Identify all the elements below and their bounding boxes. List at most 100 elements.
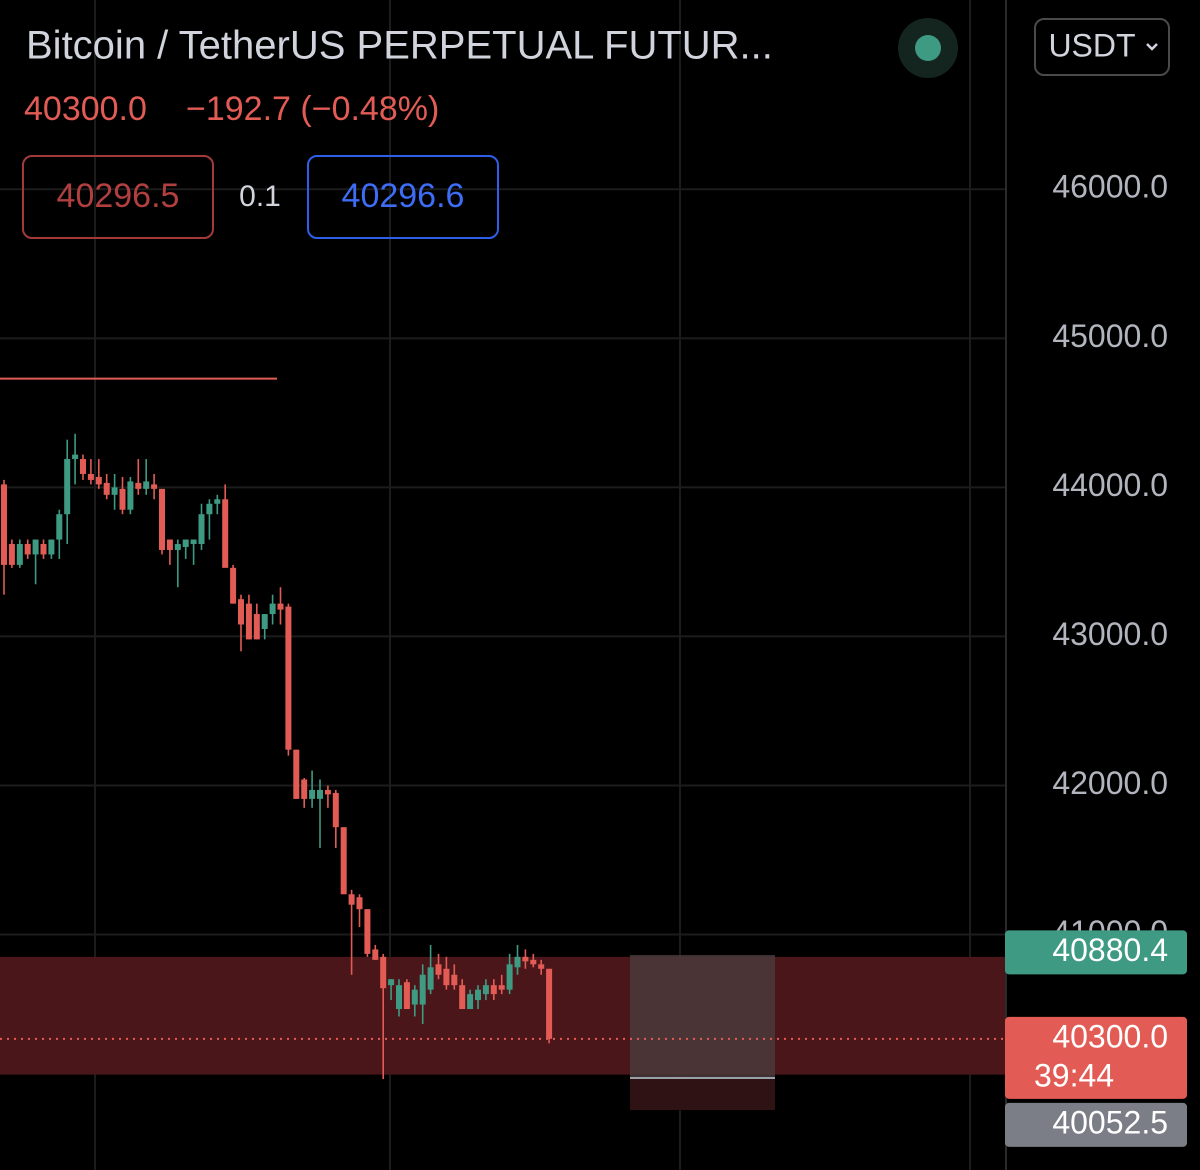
buy-button[interactable]: 40296.6 (307, 155, 499, 239)
candle-body (40, 544, 47, 555)
candle-body (198, 514, 205, 545)
candle-body (356, 897, 363, 910)
candle-body (285, 606, 292, 750)
candle-body (546, 968, 553, 1039)
candle-body (309, 789, 316, 799)
candle-body (396, 985, 402, 1010)
price-label-box (1005, 1016, 1187, 1099)
candle-body (301, 779, 308, 799)
candle-body (340, 827, 347, 895)
candle-body (159, 488, 165, 550)
symbol-title: Bitcoin / TetherUS PERPETUAL FUTUR... (26, 24, 773, 68)
candle-body (127, 481, 134, 510)
candle-body (435, 964, 442, 975)
candle-body (87, 473, 94, 480)
candle-body (514, 956, 521, 968)
candle-body (261, 614, 268, 629)
candle-body (119, 488, 126, 510)
candle-body (388, 979, 395, 986)
candle-body (222, 499, 229, 568)
price-change: −192.7 (−0.48%) (186, 90, 439, 128)
candle-body (1, 484, 7, 565)
candle-body (174, 544, 181, 550)
candle-body (80, 459, 86, 474)
price-label-box (1005, 1102, 1187, 1147)
candle-body (16, 544, 23, 565)
price-label-box (1005, 930, 1187, 975)
price-label: 40300.0 (1052, 1018, 1168, 1054)
sell-button[interactable]: 40296.5 (22, 155, 214, 239)
ask-price[interactable]: 40296.6 (342, 177, 465, 215)
candle-body (214, 499, 221, 504)
position-tool (630, 955, 775, 1110)
candle-body (522, 956, 529, 962)
candle-body (530, 959, 537, 965)
y-tick-label: 46000.0 (1052, 169, 1168, 205)
candle-body (427, 967, 434, 990)
candle-body (348, 894, 355, 905)
candle-body (182, 539, 189, 547)
candle-body (230, 567, 237, 604)
candle-body (467, 994, 474, 1010)
candle-body (538, 964, 545, 969)
candle-body (8, 544, 15, 565)
y-tick-label: 44000.0 (1052, 467, 1168, 503)
currency-select[interactable]: USDT (1034, 18, 1170, 76)
candle-body (111, 487, 118, 495)
y-tick-label: 42000.0 (1052, 765, 1168, 801)
candle-body (95, 476, 102, 485)
currency-box[interactable] (1034, 18, 1170, 76)
chevron (1146, 43, 1158, 51)
candle-body (206, 503, 213, 515)
candle-body (253, 614, 260, 640)
candle-body (245, 603, 252, 640)
price-label: 40052.5 (1052, 1104, 1168, 1140)
candle-body (372, 949, 379, 960)
candle-body (190, 539, 197, 545)
candle-body (277, 603, 284, 610)
last-price: 40300.0 (24, 90, 147, 128)
candle-body (451, 974, 458, 986)
candle-body (64, 459, 71, 515)
candle-body (151, 484, 158, 489)
candle-body (332, 792, 339, 828)
status-dot (915, 35, 941, 61)
spread: 0.1 (239, 180, 281, 213)
countdown: 39:44 (1034, 1057, 1114, 1093)
candle-body (364, 909, 371, 954)
candle-body (498, 985, 505, 990)
currency-label[interactable]: USDT (1048, 27, 1135, 63)
candle-body (380, 956, 387, 989)
candle-body (490, 985, 497, 995)
candle-body (324, 789, 331, 795)
candle-body (48, 539, 55, 555)
candle-body (411, 989, 418, 1005)
candle-body (293, 749, 300, 799)
candle-body (143, 481, 150, 489)
candle-body (269, 603, 276, 615)
y-tick-label: 45000.0 (1052, 318, 1168, 354)
candle-body (482, 985, 489, 995)
candle-body (459, 985, 466, 1010)
candle-body (103, 482, 110, 495)
candle-body (475, 989, 481, 1001)
candle-body (506, 964, 513, 990)
candle-body (32, 539, 39, 555)
candle-body (317, 789, 323, 799)
candle-body (443, 968, 450, 986)
candle-body (419, 974, 426, 1005)
candle-body (238, 599, 244, 625)
candle-body (135, 482, 142, 489)
candle-body (24, 544, 31, 555)
sell-box[interactable] (22, 155, 214, 239)
candle-body (72, 454, 79, 460)
bid-price[interactable]: 40296.5 (57, 177, 180, 215)
candle-body (56, 514, 63, 540)
candle-body (403, 982, 410, 1010)
candle-body (166, 539, 173, 550)
price-label: 40880.4 (1052, 932, 1168, 968)
support-zone (0, 956, 1005, 1075)
buy-box[interactable] (307, 155, 499, 239)
